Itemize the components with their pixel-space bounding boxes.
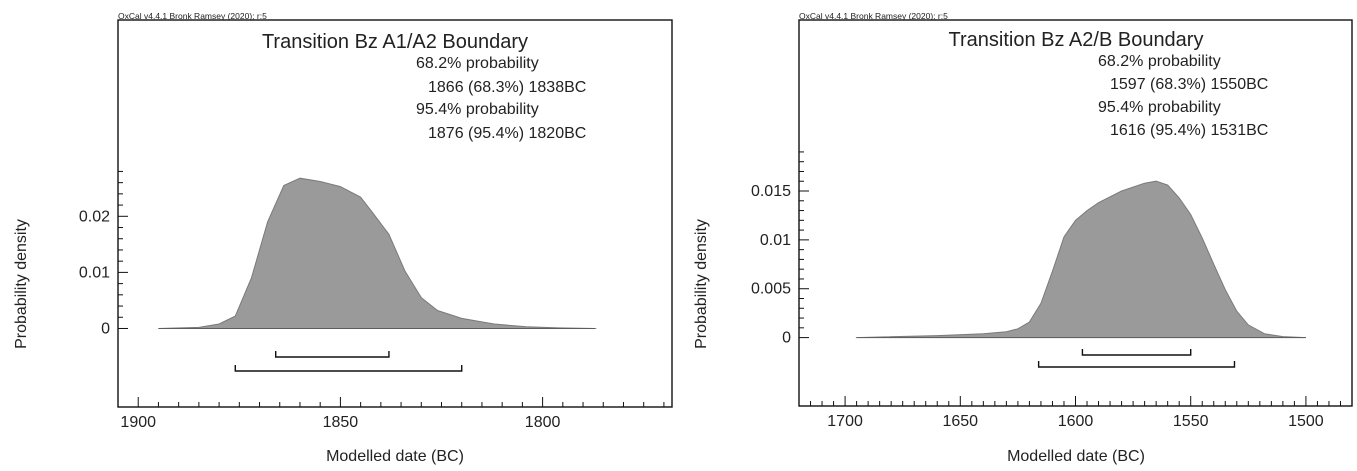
x-tick-label: 1650 (942, 413, 978, 430)
hpd-range-682 (1081, 349, 1192, 356)
summary-line-1: 68.2% probability (1098, 53, 1221, 70)
chart-left: OxCal v4.4.1 Bronk Ramsey (2020); r:5 Tr… (0, 0, 678, 466)
summary-line-2: 1866 (68.3%) 1838BC (428, 79, 586, 96)
x-tick-label: 1700 (827, 413, 863, 430)
chart-title: Transition Bz A2/B Boundary (949, 29, 1204, 51)
summary-line-2: 1597 (68.3%) 1550BC (1110, 76, 1268, 93)
x-tick-label: 1550 (1173, 413, 1209, 430)
y-tick-label: 0.02 (79, 208, 110, 225)
hpd-range-682 (275, 351, 390, 358)
y-tick-label: 0.005 (751, 281, 791, 298)
chart-left-svg: OxCal v4.4.1 Bronk Ramsey (2020); r:5 Tr… (13, 11, 673, 465)
chart-right-svg: OxCal v4.4.1 Bronk Ramsey (2020); r:5 Tr… (693, 11, 1353, 465)
y-tick-label: 0 (782, 330, 791, 347)
plot-area: 1900 1850 1800 0 0.01 0.02 (79, 170, 665, 431)
x-tick-label: 1900 (120, 414, 156, 431)
summary-line-4: 1616 (95.4%) 1531BC (1110, 122, 1268, 139)
summary-line-1: 68.2% probability (416, 55, 539, 72)
plot-frame (798, 19, 1353, 407)
y-tick-label: 0 (101, 320, 110, 337)
x-tick-label: 1850 (323, 414, 359, 431)
y-axis-label: Probability density (13, 219, 30, 349)
summary-line-4: 1876 (95.4%) 1820BC (428, 125, 586, 142)
probability-summary: 68.2% probability 1866 (68.3%) 1838BC 95… (416, 55, 586, 142)
probability-summary: 68.2% probability 1597 (68.3%) 1550BC 95… (1098, 53, 1268, 139)
probability-distribution-area (855, 180, 1307, 339)
chart-right: OxCal v4.4.1 Bronk Ramsey (2020); r:5 Tr… (678, 0, 1357, 466)
x-tick-label: 1800 (525, 414, 561, 431)
hpd-range-954 (234, 365, 463, 372)
summary-line-3: 95.4% probability (416, 101, 539, 118)
summary-line-3: 95.4% probability (1098, 99, 1221, 116)
x-axis-label: Modelled date (BC) (1007, 448, 1145, 465)
y-tick-label: 0.01 (760, 232, 791, 249)
chart-title: Transition Bz A1/A2 Boundary (262, 31, 528, 53)
plot-frame (117, 19, 673, 408)
oxcal-credit: OxCal v4.4.1 Bronk Ramsey (2020); r:5 (118, 11, 267, 21)
x-axis-label: Modelled date (BC) (326, 448, 464, 465)
probability-distribution-area (158, 177, 597, 330)
hpd-range-954 (1037, 361, 1236, 368)
y-axis-label: Probability density (693, 219, 710, 349)
y-tick-label: 0.015 (751, 183, 791, 200)
y-tick-label: 0.01 (79, 264, 110, 281)
x-tick-label: 1600 (1058, 413, 1094, 430)
oxcal-credit: OxCal v4.4.1 Bronk Ramsey (2020); r:5 (799, 11, 948, 21)
plot-area: 1700 1650 1600 1550 1500 0 0.005 0.01 0.015 (751, 151, 1353, 430)
x-tick-label: 1500 (1288, 413, 1324, 430)
